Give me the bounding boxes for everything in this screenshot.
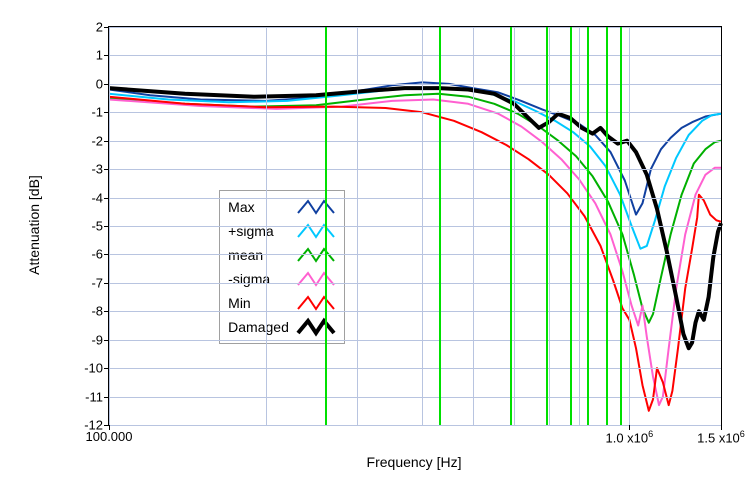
legend-swatch — [296, 269, 336, 289]
legend-label: Min — [228, 295, 296, 311]
legend-item: -sigma — [228, 267, 336, 291]
legend-label: Damaged — [228, 319, 296, 335]
vertical-marker — [570, 27, 572, 425]
plot-area: Max+sigmamean-sigmaMinDamaged -12-11-10-… — [108, 26, 722, 426]
vertical-marker — [606, 27, 608, 425]
vertical-marker — [620, 27, 622, 425]
vertical-marker — [325, 27, 327, 425]
legend-swatch — [296, 221, 336, 241]
vertical-marker — [587, 27, 589, 425]
attenuation-chart: Max+sigmamean-sigmaMinDamaged -12-11-10-… — [20, 20, 733, 481]
legend-swatch — [296, 197, 336, 217]
vertical-marker — [546, 27, 548, 425]
legend-swatch — [296, 293, 336, 313]
x-axis-title: Frequency [Hz] — [367, 454, 462, 470]
legend-swatch — [296, 317, 336, 337]
legend-label: -sigma — [228, 271, 296, 287]
vertical-marker — [439, 27, 441, 425]
legend-item: +sigma — [228, 219, 336, 243]
vertical-marker — [510, 27, 512, 425]
legend-item: Max — [228, 195, 336, 219]
legend-item: Damaged — [228, 315, 336, 339]
y-axis-title: Attenuation [dB] — [26, 175, 42, 275]
legend-label: Max — [228, 199, 296, 215]
